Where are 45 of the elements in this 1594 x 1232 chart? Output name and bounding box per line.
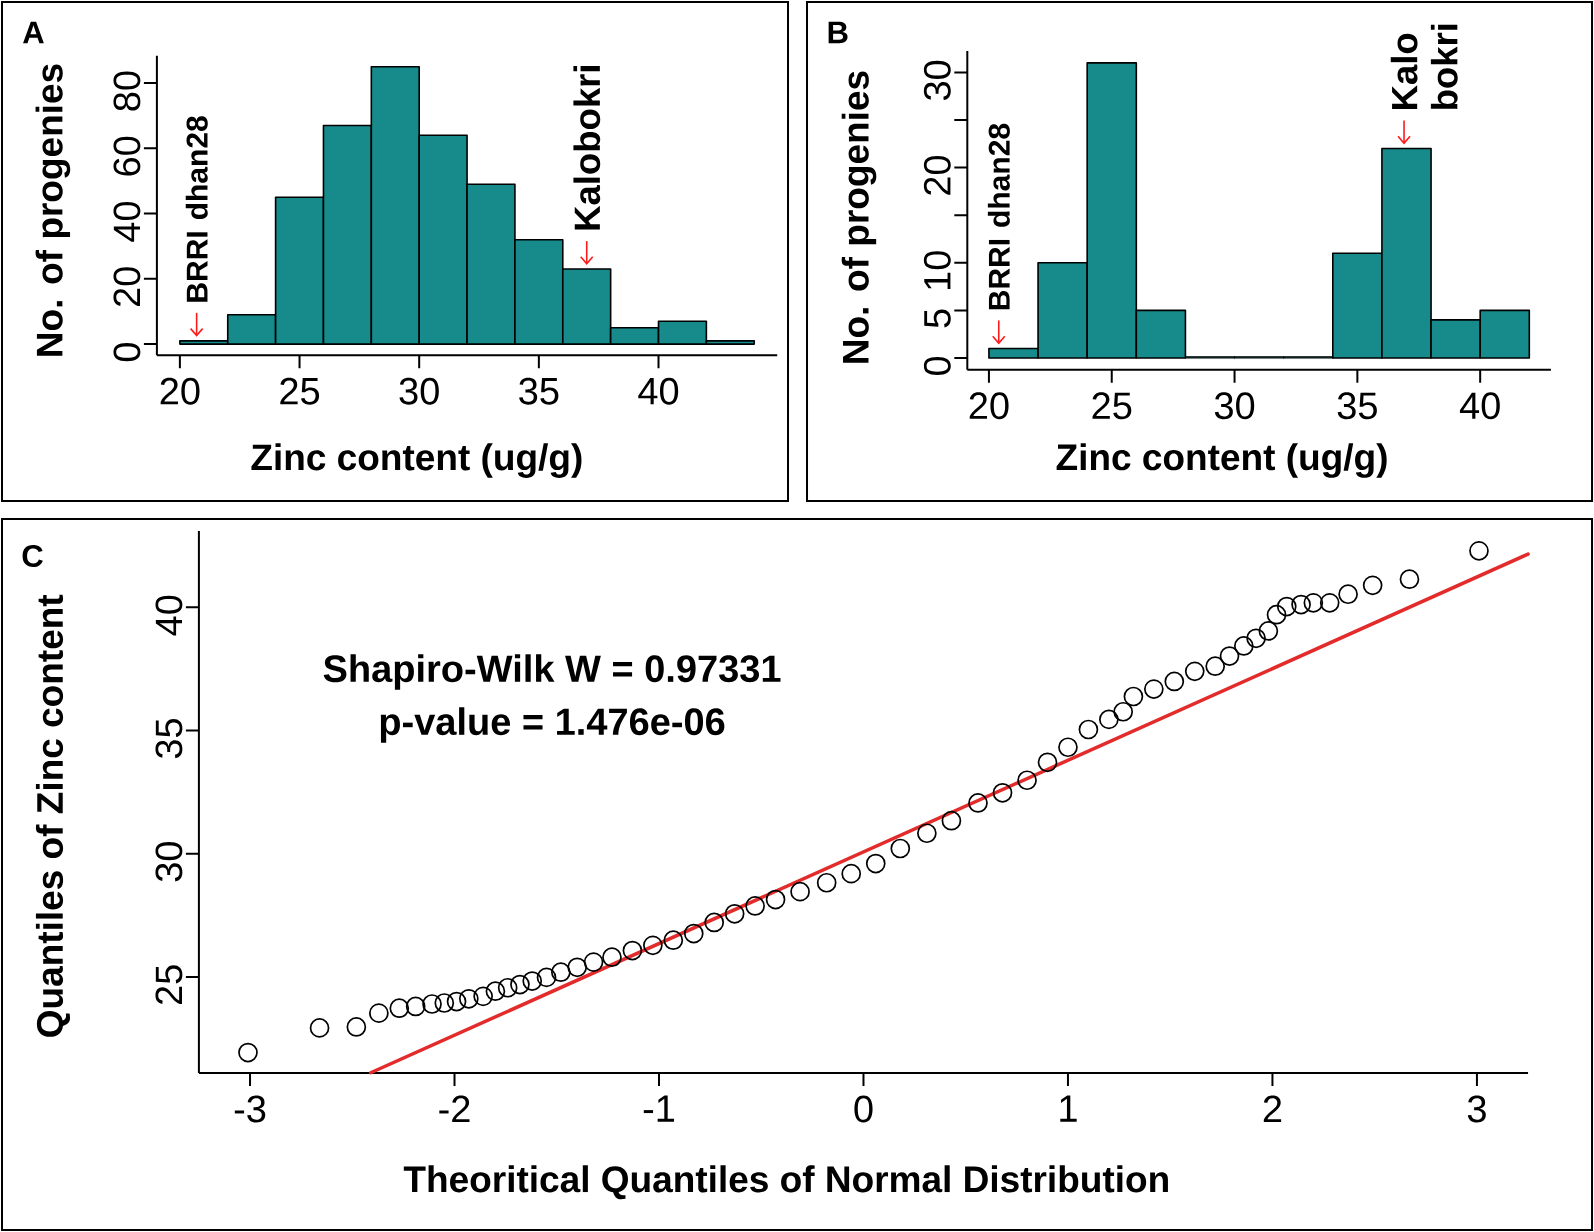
y-tick-label: 5	[924, 309, 951, 328]
y-tick-label: 0	[923, 356, 951, 376]
x-tick-label: 40	[638, 377, 679, 405]
x-tick-label: 25	[280, 377, 320, 405]
x-axis-title: Theoritical Quantiles of Normal Distribution	[403, 1165, 1168, 1200]
x-tick-label: -3	[234, 1095, 266, 1123]
y-tick-label: 30	[923, 60, 951, 101]
x-tick-label: 2	[1263, 1095, 1282, 1123]
chart-title: C	[22, 545, 43, 567]
y-tick-label: 60	[113, 136, 141, 176]
x-tick-label: 35	[519, 377, 559, 405]
annotation: BRRI dhan28	[185, 116, 208, 302]
y-tick-label: 80	[113, 71, 141, 111]
y-tick-label: 20	[113, 267, 141, 307]
y-axis-title: Quantiles of Zinc content	[35, 594, 70, 1037]
y-tick-label: 0	[113, 343, 141, 362]
x-axis-title: Zinc content (ug/g)	[251, 443, 582, 478]
x-tick-label: 1	[1060, 1095, 1077, 1122]
x-tick-label: 40	[1459, 392, 1500, 420]
y-tick-label: 40	[113, 201, 141, 242]
x-tick-label: 30	[1214, 392, 1255, 420]
x-tick-label: 0	[854, 1095, 873, 1123]
y-tick-label: 35	[155, 718, 183, 759]
annotation: BRRI dhan28	[987, 123, 1010, 310]
x-axis-title: Zinc content (ug/g)	[1056, 443, 1387, 478]
x-tick-label: 35	[1337, 392, 1377, 420]
chart-title: B	[828, 21, 848, 44]
x-tick-label: 3	[1467, 1095, 1486, 1123]
y-axis-title: No. of progenies	[841, 71, 877, 363]
x-tick-label: -1	[643, 1095, 675, 1122]
annotation: Shapiro-Wilk W = 0.97331	[323, 654, 781, 690]
x-tick-label: 20	[969, 392, 1009, 420]
annotation: p-value = 1.476e-06	[380, 707, 725, 743]
y-tick-label: 10	[923, 251, 951, 290]
x-tick-label: 25	[1092, 392, 1132, 420]
y-tick-label: 20	[923, 155, 951, 195]
annotation: Kalo bokri	[1390, 24, 1458, 109]
y-tick-label: 30	[155, 842, 183, 882]
x-tick-label: 30	[399, 377, 439, 405]
chart-title: A	[23, 21, 44, 44]
y-tick-label: 25	[155, 965, 183, 1005]
x-tick-label: -2	[439, 1095, 470, 1123]
y-tick-label: 40	[155, 595, 183, 636]
annotation: Kalobokri	[573, 66, 601, 230]
y-axis-title: No. of progenies	[35, 64, 71, 356]
